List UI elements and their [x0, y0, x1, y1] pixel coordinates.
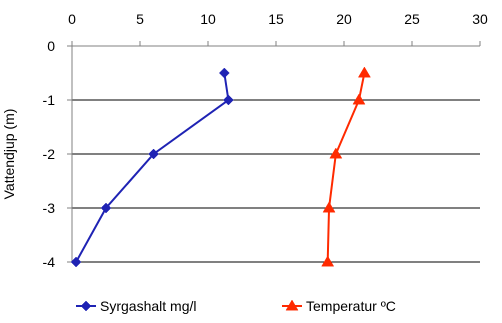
- legend-label: Syrgashalt mg/l: [100, 298, 196, 314]
- series-1: [70, 67, 234, 268]
- series-line: [75, 72, 230, 263]
- tick-labels: 0 5 10 15 20 25 30 0 -1 -2 -3 -4: [43, 11, 488, 270]
- x-tick-label: 30: [472, 11, 488, 27]
- data-point: [223, 94, 234, 106]
- data-point: [321, 255, 335, 267]
- data-point: [352, 93, 366, 105]
- x-tick-label: 10: [200, 11, 216, 27]
- data-point: [100, 202, 112, 214]
- x-tick-label: 20: [336, 11, 352, 27]
- data-point: [357, 66, 371, 78]
- legend-marker: [285, 299, 299, 311]
- series-2: [321, 66, 371, 267]
- x-tick-label: 5: [136, 11, 144, 27]
- data-point: [148, 148, 159, 160]
- data-point: [70, 256, 82, 268]
- y-tick-label: 0: [47, 38, 55, 54]
- x-tick-label: 0: [68, 11, 76, 27]
- y-axis-title: Vattendjup (m): [1, 109, 17, 200]
- legend: Syrgashalt mg/l Temperatur ºC: [76, 298, 396, 314]
- legend-marker: [80, 300, 92, 312]
- axes: [67, 41, 481, 263]
- legend-item: Syrgashalt mg/l: [76, 298, 196, 314]
- legend-label: Temperatur ºC: [306, 298, 396, 314]
- y-tick-label: -2: [43, 146, 56, 162]
- y-tick-label: -1: [43, 92, 56, 108]
- y-tick-label: -4: [43, 254, 56, 270]
- x-tick-label: 15: [268, 11, 284, 27]
- data-point: [322, 201, 336, 213]
- legend-item: Temperatur ºC: [282, 298, 396, 314]
- data-point: [218, 67, 230, 79]
- y-tick-label: -3: [43, 200, 56, 216]
- data-point: [329, 147, 343, 159]
- grid: [72, 99, 480, 263]
- x-tick-label: 25: [404, 11, 420, 27]
- series: [70, 66, 371, 268]
